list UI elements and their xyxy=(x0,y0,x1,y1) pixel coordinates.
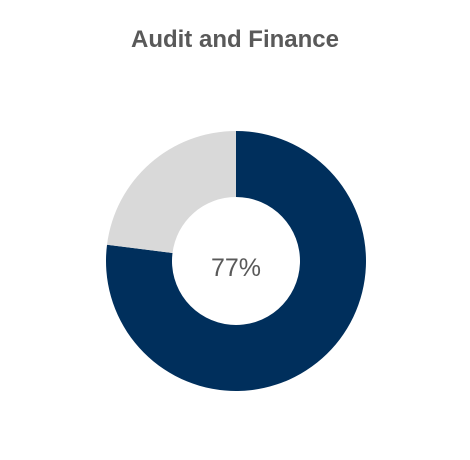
chart-title: Audit and Finance xyxy=(130,26,339,53)
donut-slice-0 xyxy=(105,131,367,391)
donut-slices xyxy=(105,131,367,391)
donut-slice-1 xyxy=(107,131,236,253)
center-percentage-label: 77% xyxy=(211,254,261,282)
